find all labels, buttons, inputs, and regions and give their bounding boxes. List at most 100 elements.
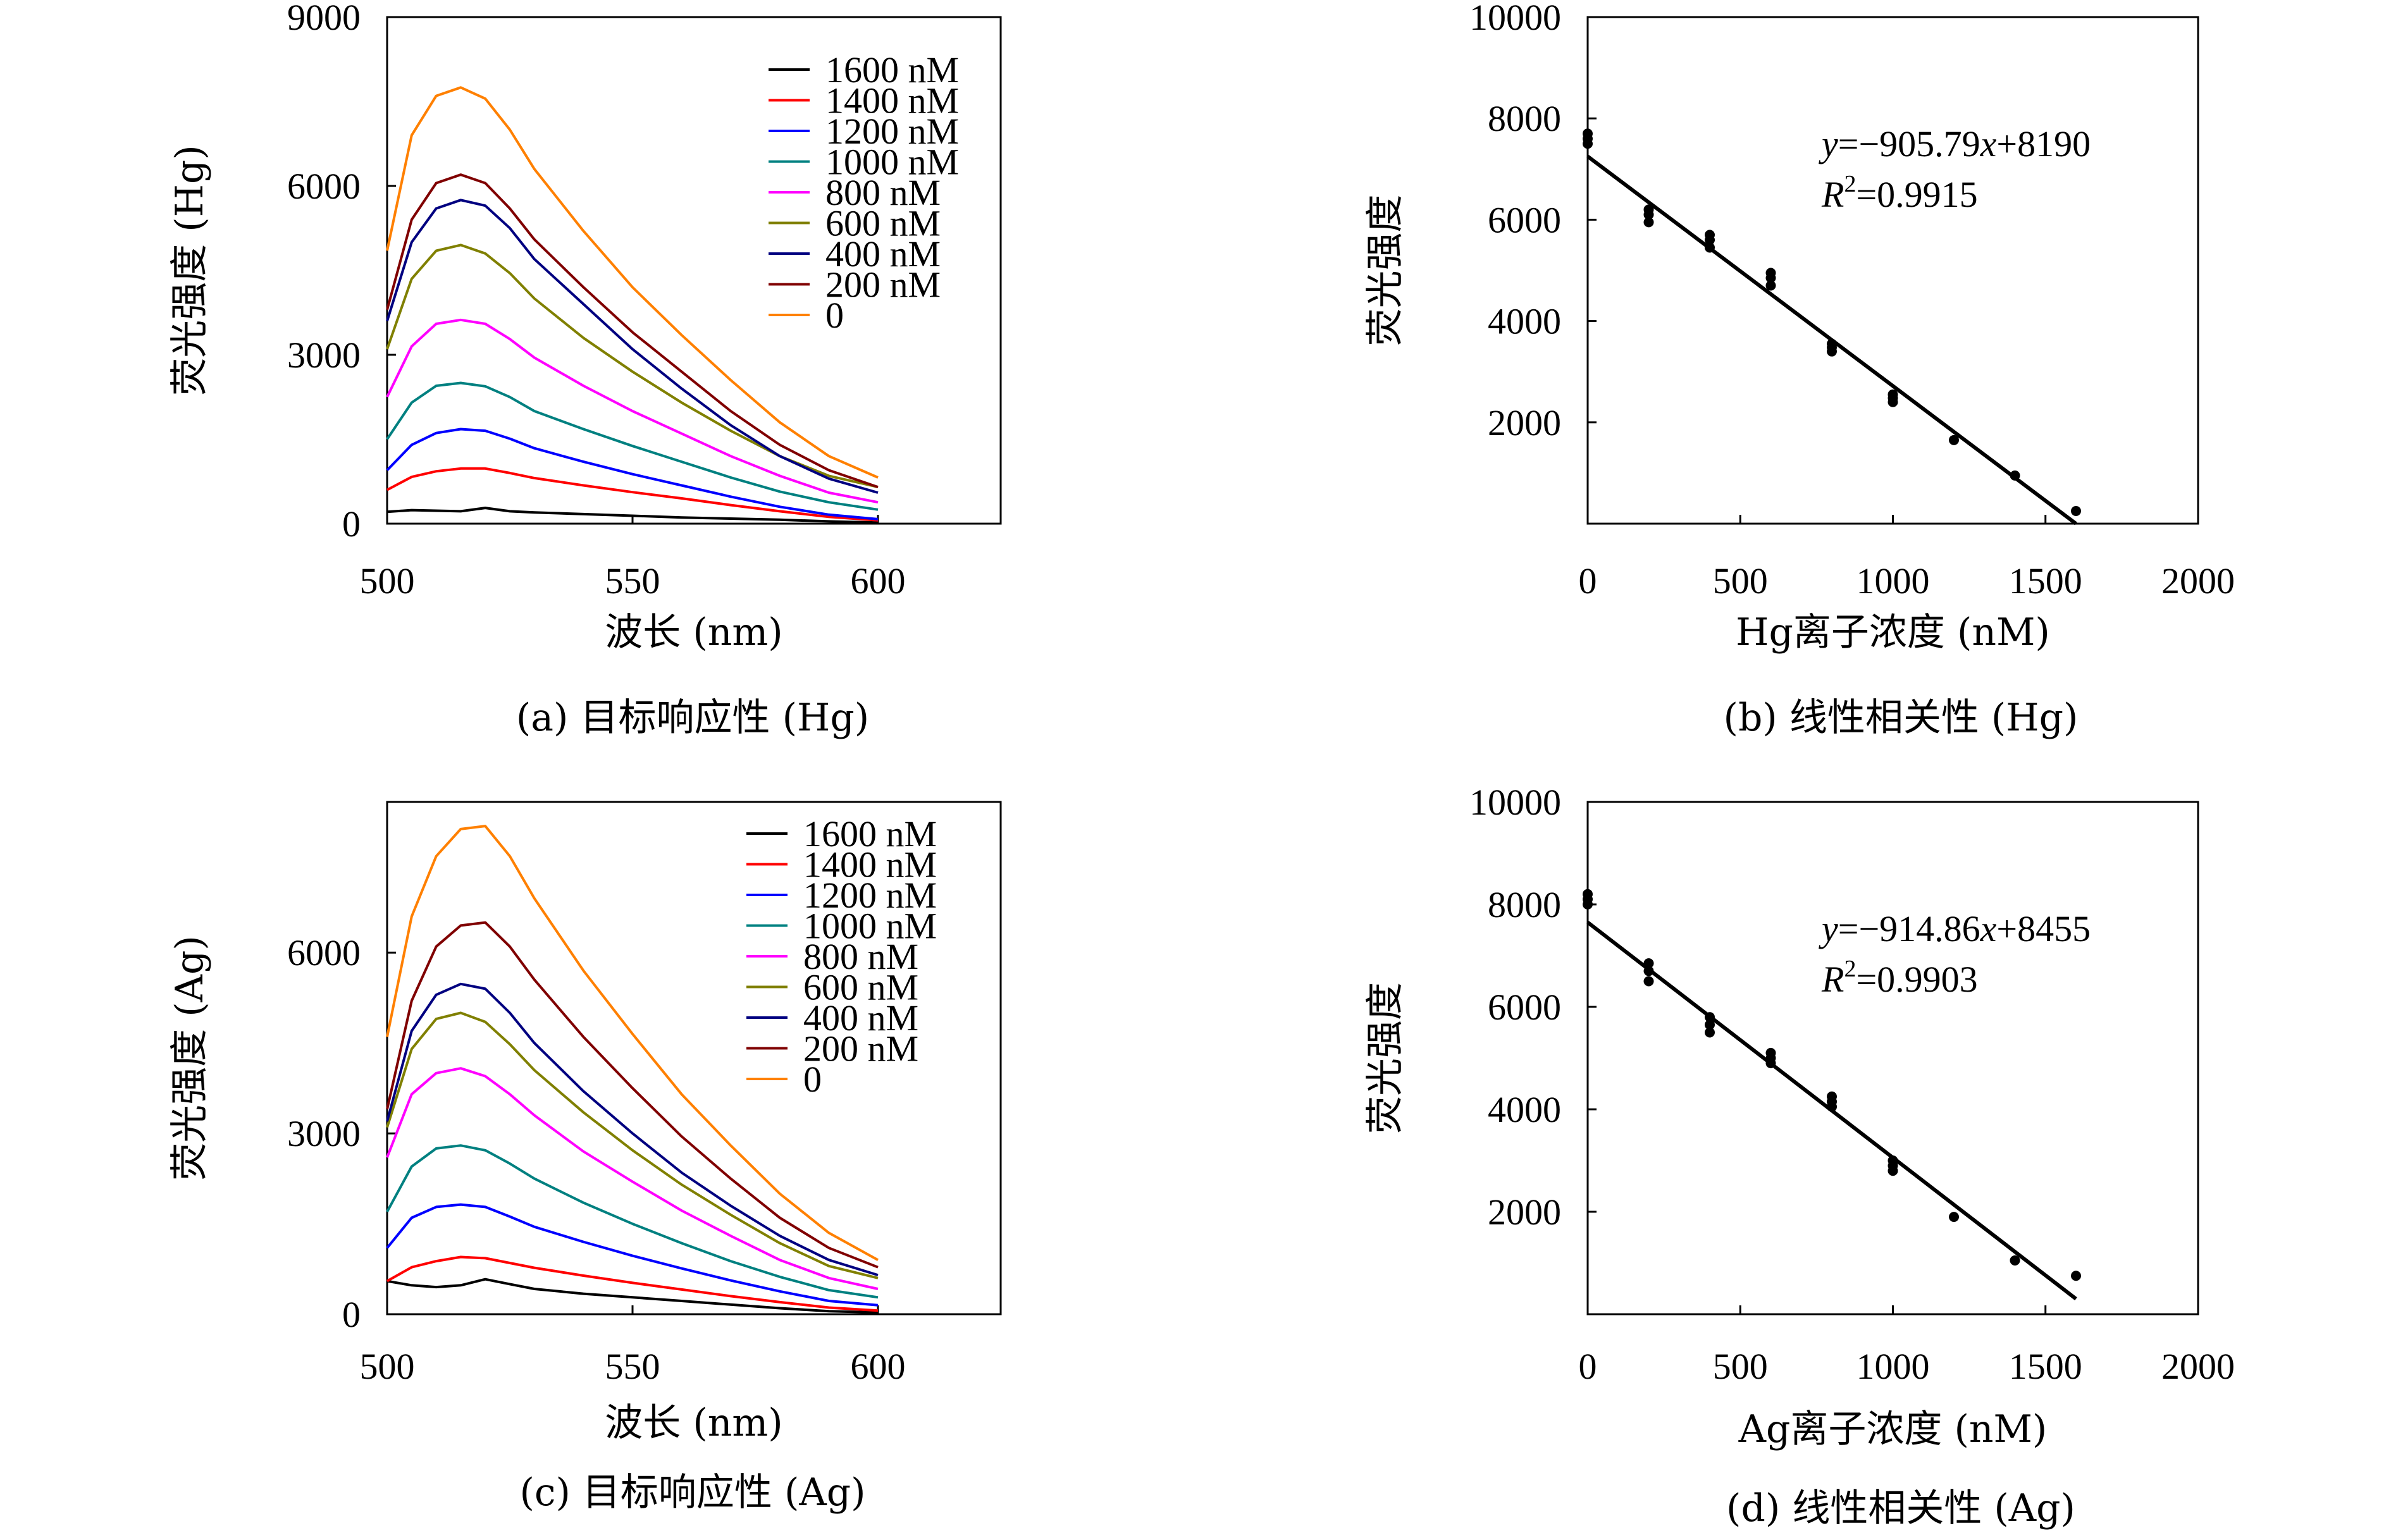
legend-label: 1400 nM bbox=[825, 80, 959, 121]
panel-caption: (a) 目标响应性 (Hg) bbox=[516, 696, 869, 740]
y-axis-label: 荧光强度 bbox=[1363, 982, 1407, 1134]
legend-label: 1400 nM bbox=[803, 844, 937, 885]
legend-label: 400 nM bbox=[803, 997, 918, 1038]
legend-label: 200 nM bbox=[825, 264, 941, 305]
series-line-4 bbox=[386, 1067, 879, 1290]
data-point bbox=[1887, 389, 1898, 400]
series-line-0 bbox=[386, 507, 879, 524]
data-point bbox=[1643, 217, 1654, 228]
y-tick-label: 4000 bbox=[1488, 1089, 1561, 1130]
x-tick-label: 600 bbox=[851, 560, 906, 601]
equation-slope: =−905.79 bbox=[1838, 123, 1980, 164]
legend-label: 1200 nM bbox=[803, 875, 937, 916]
data-point bbox=[1705, 230, 1715, 240]
equation-y-var: y bbox=[1819, 908, 1838, 949]
x-axis-label: Hg离子浓度 (nM) bbox=[1736, 610, 2050, 655]
data-point bbox=[1643, 976, 1654, 987]
x-tick-label: 0 bbox=[1579, 560, 1597, 601]
r2-sup: 2 bbox=[1844, 956, 1856, 982]
series-line-2 bbox=[386, 428, 879, 521]
data-point bbox=[1643, 204, 1654, 215]
legend-label: 600 nM bbox=[803, 967, 918, 1008]
series-line-3 bbox=[386, 1144, 879, 1299]
r2-value: =0.9915 bbox=[1856, 174, 1977, 215]
x-tick-label: 1500 bbox=[2009, 560, 2082, 601]
y-tick-label: 3000 bbox=[287, 335, 361, 376]
data-point bbox=[1765, 268, 1776, 278]
legend-label: 800 nM bbox=[825, 172, 941, 213]
x-tick-label: 0 bbox=[1579, 1346, 1597, 1387]
y-tick-label: 9000 bbox=[287, 0, 361, 38]
x-tick-label: 500 bbox=[360, 560, 415, 601]
x-tick-label: 600 bbox=[851, 1346, 906, 1387]
fit-equation: y=−905.79x+8190 bbox=[1819, 123, 2091, 164]
legend-label: 1000 nM bbox=[803, 906, 937, 947]
y-tick-label: 6000 bbox=[1488, 987, 1561, 1028]
legend-label: 0 bbox=[803, 1059, 822, 1100]
y-tick-label: 6000 bbox=[287, 932, 361, 973]
equation-x-var: x bbox=[1980, 908, 1997, 949]
y-tick-label: 0 bbox=[342, 503, 361, 545]
data-point bbox=[1765, 280, 1776, 291]
y-tick-label: 10000 bbox=[1469, 782, 1561, 823]
equation-slope: =−914.86 bbox=[1838, 908, 1980, 949]
y-tick-label: 2000 bbox=[1488, 402, 1561, 443]
r-squared: R2=0.9903 bbox=[1821, 956, 1978, 1000]
chart-panel-3: 0 500 1000 1500 2000 2000 4000 6000 8000 10000 Ag离… bbox=[1363, 782, 2235, 1531]
data-point bbox=[1583, 128, 1593, 139]
x-tick-label: 550 bbox=[605, 560, 660, 601]
data-point bbox=[1949, 1212, 1959, 1223]
plot-frame bbox=[386, 16, 1002, 525]
r2-value: =0.9903 bbox=[1856, 959, 1977, 1000]
x-tick-label: 500 bbox=[360, 1346, 415, 1387]
data-point bbox=[1705, 1019, 1715, 1030]
legend-label: 200 nM bbox=[803, 1028, 918, 1069]
data-point bbox=[2071, 505, 2081, 516]
y-axis-label: 荧光强度 bbox=[1363, 195, 1407, 347]
legend-label: 600 nM bbox=[825, 203, 941, 244]
data-point bbox=[1827, 1091, 1837, 1102]
r-squared: R2=0.9915 bbox=[1821, 171, 1978, 215]
x-tick-label: 2000 bbox=[2161, 560, 2235, 601]
series-line-5 bbox=[386, 243, 879, 489]
plot-frame bbox=[386, 801, 1002, 1315]
x-tick-label: 500 bbox=[1713, 1346, 1768, 1387]
series-line-7 bbox=[386, 921, 879, 1269]
x-axis-label: 波长 (nm) bbox=[605, 610, 782, 655]
x-tick-label: 1000 bbox=[1857, 1346, 1930, 1387]
x-tick-label: 500 bbox=[1713, 560, 1768, 601]
y-tick-label: 4000 bbox=[1488, 301, 1561, 342]
x-tick-label: 550 bbox=[605, 1346, 660, 1387]
series-line-6 bbox=[386, 199, 879, 494]
data-point bbox=[2071, 1271, 2081, 1281]
x-tick-label: 1000 bbox=[1857, 560, 1930, 601]
legend-label: 1600 nM bbox=[825, 49, 959, 90]
r2-sup: 2 bbox=[1844, 171, 1856, 197]
y-tick-label: 3000 bbox=[287, 1113, 361, 1154]
x-axis-label: Ag离子浓度 (nM) bbox=[1738, 1407, 2048, 1451]
plot-frame bbox=[1586, 801, 2199, 1315]
y-tick-label: 6000 bbox=[287, 166, 361, 207]
panel-caption: (b) 线性相关性 (Hg) bbox=[1724, 696, 2079, 740]
data-point bbox=[2010, 1255, 2020, 1266]
series-line-6 bbox=[386, 982, 879, 1277]
y-tick-label: 2000 bbox=[1488, 1192, 1561, 1233]
series-line-8 bbox=[386, 86, 879, 479]
series-line-7 bbox=[386, 173, 879, 488]
r2-var: R bbox=[1821, 959, 1844, 1000]
legend-label: 0 bbox=[825, 295, 844, 336]
series-line-0 bbox=[386, 1278, 879, 1314]
legend-label: 1200 nM bbox=[825, 111, 959, 152]
series-line-8 bbox=[386, 825, 879, 1261]
series-line-1 bbox=[386, 1255, 879, 1312]
x-tick-label: 1500 bbox=[2009, 1346, 2082, 1387]
legend-label: 1000 nM bbox=[825, 142, 959, 183]
plot-frame bbox=[1586, 16, 2199, 525]
legend-label: 400 nM bbox=[825, 233, 941, 274]
y-axis-label: 荧光强度 (Ag) bbox=[168, 935, 212, 1181]
panel-caption: (d) 线性相关性 (Ag) bbox=[1726, 1486, 2075, 1531]
x-axis-label: 波长 (nm) bbox=[605, 1401, 782, 1445]
fit-line bbox=[1586, 154, 2077, 526]
